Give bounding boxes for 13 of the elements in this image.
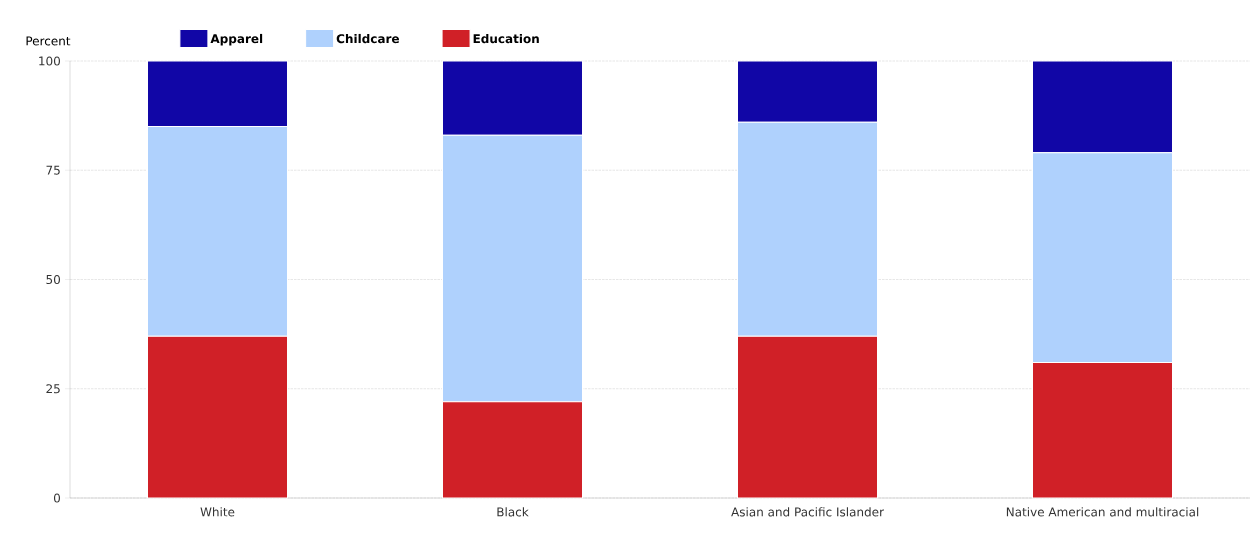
y-tick-label: 75 xyxy=(46,165,60,175)
y-tick-label: 25 xyxy=(46,384,60,394)
x-tick-label: White xyxy=(200,507,235,517)
x-tick-label: Native American and multiracial xyxy=(1006,507,1199,517)
y-tick-label: 100 xyxy=(39,56,60,66)
y-tick-label: 0 xyxy=(53,493,61,503)
x-tick-label: Black xyxy=(497,507,529,517)
legend-label: Apparel xyxy=(210,33,263,46)
x-tick-label: Asian and Pacific Islander xyxy=(731,507,884,517)
legend-label: Education xyxy=(473,33,539,44)
legend-label: Childcare xyxy=(336,33,399,44)
y-axis-title: Percent xyxy=(26,36,71,46)
y-tick-label: 50 xyxy=(46,274,61,285)
